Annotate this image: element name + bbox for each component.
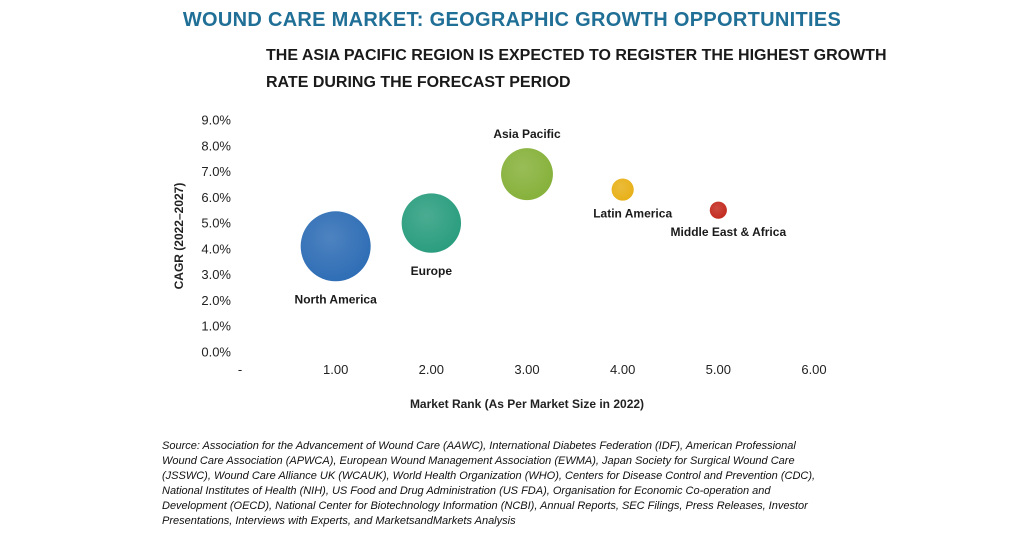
source-note: Source: Association for the Advancement … xyxy=(162,439,862,529)
page-subtitle: THE ASIA PACIFIC REGION IS EXPECTED TO R… xyxy=(266,42,887,96)
bubble-label: Middle East & Africa xyxy=(671,225,787,239)
x-tick-label: 4.00 xyxy=(610,362,635,377)
x-tick-label: 6.00 xyxy=(801,362,826,377)
source-line: Presentations, Interviews with Experts, … xyxy=(162,515,516,527)
y-tick-label: 7.0% xyxy=(201,164,231,179)
x-tick-label: - xyxy=(238,362,242,377)
y-tick-label: 6.0% xyxy=(201,190,231,205)
y-tick-label: 3.0% xyxy=(201,267,231,282)
bubble-label: Latin America xyxy=(593,207,672,221)
bubble-label: Asia Pacific xyxy=(493,127,561,141)
source-line: Source: Association for the Advancement … xyxy=(162,440,796,452)
bubble-europe xyxy=(401,193,462,253)
x-tick-label: 5.00 xyxy=(706,362,731,377)
y-tick-label: 1.0% xyxy=(201,319,231,334)
y-tick-label: 5.0% xyxy=(201,216,231,231)
x-tick-label: 3.00 xyxy=(514,362,539,377)
page-title: WOUND CARE MARKET: GEOGRAPHIC GROWTH OPP… xyxy=(182,9,842,31)
bubble-latin-america xyxy=(611,178,634,201)
source-line: Development (OECD), National Center for … xyxy=(162,500,808,512)
bubble-asia-pacific xyxy=(501,148,553,201)
y-tick-label: 2.0% xyxy=(201,293,231,308)
subtitle-line-2: RATE DURING THE FORECAST PERIOD xyxy=(266,74,571,91)
y-tick-label: 4.0% xyxy=(201,241,231,256)
y-tick-label: 8.0% xyxy=(201,138,231,153)
bubble-middle-east-africa xyxy=(709,201,727,219)
source-line: (JSSWC), Wound Care Alliance UK (WCAUK),… xyxy=(162,470,816,482)
x-axis-title: Market Rank (As Per Market Size in 2022) xyxy=(410,397,644,411)
bubble-north-america xyxy=(300,211,371,282)
y-tick-label: 9.0% xyxy=(201,113,231,128)
y-axis-title: CAGR (2022–2027) xyxy=(172,183,186,290)
y-tick-label: 0.0% xyxy=(201,345,231,360)
subtitle-line-1: THE ASIA PACIFIC REGION IS EXPECTED TO R… xyxy=(266,47,887,64)
bubble-label: North America xyxy=(295,292,378,306)
bubble-label: Europe xyxy=(411,264,453,278)
bubble-chart: 0.0% 1.0% 2.0% 3.0% 4.0% 5.0% 6.0% 7.0% 8.0% 9.0%… xyxy=(172,113,827,412)
x-tick-label: 1.00 xyxy=(323,362,348,377)
source-line: Wound Care Association (APWCA), European… xyxy=(162,455,795,467)
x-tick-label: 2.00 xyxy=(419,362,444,377)
source-line: National Institutes of Health (NIH), US … xyxy=(162,485,771,497)
